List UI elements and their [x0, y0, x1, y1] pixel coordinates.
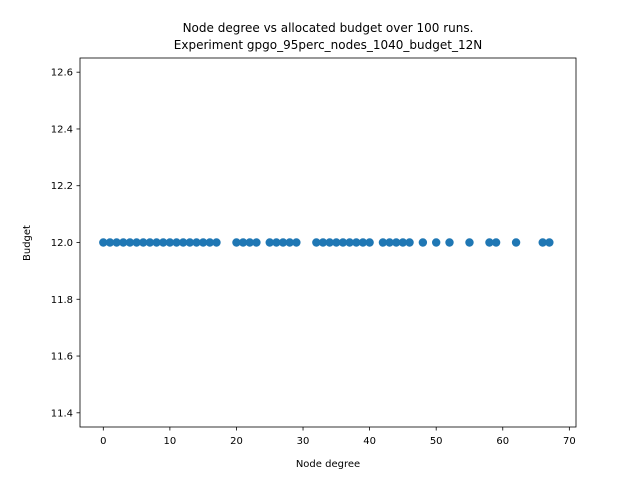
- chart-title-line1: Node degree vs allocated budget over 100…: [183, 21, 474, 35]
- data-point: [405, 238, 414, 247]
- data-point: [165, 238, 175, 247]
- x-tick-label: 60: [496, 436, 509, 447]
- x-tick-label: 10: [164, 436, 177, 447]
- data-point: [205, 238, 215, 247]
- data-point: [545, 238, 554, 247]
- data-point: [292, 238, 301, 247]
- data-point: [238, 238, 248, 247]
- data-point: [418, 238, 428, 247]
- x-axis-title: Node degree: [296, 459, 360, 470]
- data-point: [272, 238, 281, 247]
- chart-title-line2: Experiment gpgo_95perc_nodes_1040_budget…: [174, 38, 482, 52]
- data-point: [265, 238, 274, 247]
- data-point: [119, 238, 128, 247]
- data-point: [159, 238, 168, 247]
- data-point: [132, 238, 141, 247]
- data-point: [105, 238, 115, 247]
- data-point: [232, 238, 241, 247]
- data-point: [431, 238, 441, 247]
- data-point: [252, 238, 261, 247]
- data-point: [278, 238, 288, 247]
- data-point: [385, 238, 394, 247]
- data-point: [312, 238, 321, 247]
- x-tick-label: 40: [363, 436, 376, 447]
- y-tick-label: 11.8: [51, 295, 73, 306]
- data-point: [178, 238, 188, 247]
- data-point: [318, 238, 328, 247]
- data-point: [338, 238, 348, 247]
- y-tick-label: 12.6: [51, 68, 73, 79]
- y-tick-label: 11.4: [51, 408, 73, 419]
- data-point: [511, 238, 521, 247]
- data-point: [145, 238, 155, 247]
- data-point: [245, 238, 254, 247]
- data-points: [99, 238, 554, 247]
- data-point: [345, 238, 354, 247]
- data-point: [491, 238, 501, 247]
- data-point: [139, 238, 148, 247]
- data-point: [398, 238, 408, 247]
- data-point: [365, 238, 374, 247]
- data-point: [192, 238, 201, 247]
- y-tick-label: 12.0: [51, 238, 73, 249]
- data-point: [112, 238, 121, 247]
- data-point: [352, 238, 361, 247]
- data-point: [392, 238, 401, 247]
- data-point: [285, 238, 294, 247]
- data-point: [212, 238, 221, 247]
- x-tick-label: 50: [430, 436, 443, 447]
- data-point: [125, 238, 135, 247]
- data-point: [445, 238, 454, 247]
- data-point: [465, 238, 474, 247]
- x-tick-label: 0: [100, 436, 106, 447]
- data-point: [198, 238, 208, 247]
- x-tick-label: 30: [297, 436, 310, 447]
- data-point: [358, 238, 368, 247]
- x-tick-label: 20: [230, 436, 243, 447]
- y-tick-label: 11.6: [51, 352, 73, 363]
- y-tick-label: 12.2: [51, 181, 73, 192]
- data-point: [172, 238, 181, 247]
- x-axis-ticks: 0 10 20 30 40 50 60 70: [100, 427, 576, 447]
- data-point: [185, 238, 195, 247]
- data-point: [378, 238, 388, 247]
- data-point: [485, 238, 494, 247]
- data-point: [152, 238, 161, 247]
- y-axis-ticks: 11.4 11.6 11.8 12.0 12.2 12.4 12.6: [51, 68, 80, 419]
- data-point: [99, 238, 108, 247]
- y-tick-label: 12.4: [51, 124, 73, 135]
- x-tick-label: 70: [563, 436, 576, 447]
- data-point: [325, 238, 334, 247]
- data-point: [538, 238, 547, 247]
- y-axis-title: Budget: [22, 225, 33, 261]
- data-point: [332, 238, 341, 247]
